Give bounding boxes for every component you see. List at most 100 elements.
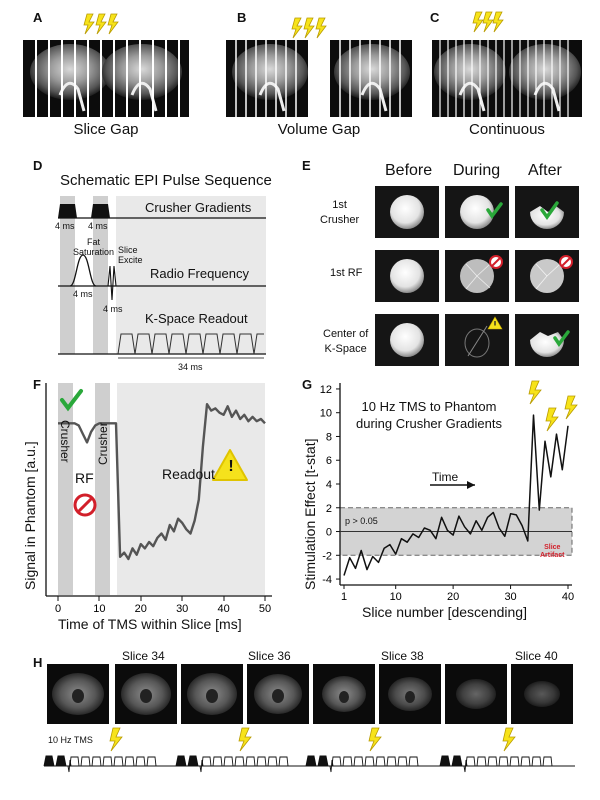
g-ytick-label: 8: [326, 431, 332, 443]
g-ytick-label: 10: [320, 408, 332, 420]
check-icon: [540, 201, 559, 221]
f-xtick-label: 20: [135, 603, 147, 615]
panel-b-image: [226, 40, 412, 117]
rf-pulse: [67, 759, 72, 773]
h-slice-40: Slice 40: [515, 649, 558, 663]
panel-label-d: D: [33, 158, 43, 173]
row-center-kspace: Center of K-Space: [323, 328, 369, 355]
mri-strips-abc: [23, 11, 582, 117]
panel-label-e: E: [302, 158, 311, 173]
rf-pulse: [463, 759, 468, 773]
row-1st-crusher: 1st Crusher: [320, 199, 360, 226]
crusher-pulse: [55, 755, 67, 767]
panel-a-lightning-icon: [83, 13, 119, 35]
col-before: Before: [385, 162, 433, 179]
kspace-readout-label: K-Space Readout: [145, 311, 248, 326]
g-artifact-label: Slice Artifact: [540, 544, 565, 559]
panel-label-a: A: [33, 10, 43, 25]
h-tms-label: 10 Hz TMS: [48, 735, 93, 745]
f-xlabel: Time of TMS within Slice [ms]: [58, 616, 242, 632]
f-rf-label: RF: [75, 470, 94, 486]
radio-frequency-label: Radio Frequency: [150, 266, 249, 281]
readout-train: [200, 756, 289, 767]
readout-train: [464, 756, 553, 767]
no-entry-icon: [73, 493, 97, 517]
caption-slice-gap: Slice Gap: [73, 121, 139, 138]
f-xtick-label: 0: [55, 603, 61, 615]
caption-continuous: Continuous: [469, 121, 545, 138]
panel-c-image: [432, 40, 582, 117]
g-xtick-label: 20: [447, 591, 459, 603]
g-xtick-label: 40: [562, 591, 574, 603]
excite-duration: 4 ms: [103, 304, 123, 314]
fat-saturation-label: Fat Saturation: [73, 237, 115, 257]
lightning-icon: [528, 380, 578, 432]
g-xtick-label: 10: [390, 591, 402, 603]
crusher-pulse: [175, 755, 187, 767]
f-warning-mark: !: [228, 458, 234, 475]
no-entry-icon: [559, 255, 573, 269]
pulse-sequence-title: Schematic EPI Pulse Sequence: [60, 172, 272, 189]
caption-volume-gap: Volume Gap: [277, 121, 361, 138]
panel-label-c: C: [430, 10, 440, 25]
warning-icon: [487, 316, 503, 330]
slice-excite-label: Slice Excite: [118, 245, 143, 265]
crusher-pulse: [43, 755, 55, 767]
lightning-icon: [109, 727, 516, 752]
panel-label-f: F: [33, 377, 41, 392]
h-slice-38: Slice 38: [381, 649, 424, 663]
g-title: 10 Hz TMS to Phantom during Crusher Gradi…: [356, 399, 502, 431]
readout-train: [68, 756, 157, 767]
f-xtick-label: 50: [259, 603, 271, 615]
g-pval-label: p > 0.05: [345, 516, 378, 526]
panel-label-g: G: [302, 377, 313, 392]
rf-pulse: [329, 759, 334, 773]
g-xlabel: Slice number [descending]: [362, 604, 527, 620]
f-readout-label: Readout: [162, 466, 215, 482]
g-ytick-label: 6: [326, 455, 332, 467]
crusher2-duration: 4 ms: [88, 221, 108, 231]
row-1st-rf: 1st RF: [330, 267, 363, 279]
g-ytick-label: 2: [326, 503, 332, 515]
g-ytick-label: 0: [326, 527, 332, 539]
g-ytick-label: -4: [322, 574, 332, 586]
panel-label-h: H: [33, 655, 43, 670]
f-xtick-label: 40: [217, 603, 229, 615]
crusher-pulse: [305, 755, 317, 767]
f-xtick-label: 10: [93, 603, 105, 615]
crusher-pulse: [451, 755, 463, 767]
panel-b-lightning-icon: [291, 17, 327, 39]
crusher-pulse: [317, 755, 329, 767]
fatsat-duration: 4 ms: [73, 289, 93, 299]
col-after: After: [528, 162, 562, 179]
readout-duration: 34 ms: [178, 362, 203, 372]
warning-icon: [212, 449, 248, 481]
g-time-label: Time: [432, 470, 459, 484]
g-ytick-label: -2: [322, 550, 332, 562]
crusher-gradients-label: Crusher Gradients: [145, 200, 252, 215]
panel-c-lightning-icon: [472, 11, 504, 33]
panel-label-b: B: [237, 10, 247, 25]
crusher1-duration: 4 ms: [55, 221, 75, 231]
crusher-pulse: [187, 755, 199, 767]
rf-pulse: [199, 759, 204, 773]
check-icon: [553, 330, 570, 348]
check-icon: [486, 202, 503, 220]
no-entry-icon: [489, 255, 503, 269]
f-xtick-label: 30: [176, 603, 188, 615]
f-signal-line: [58, 403, 266, 561]
panel-a-image: [23, 40, 189, 117]
g-ytick-label: 12: [320, 384, 332, 396]
h-slice-34: Slice 34: [122, 649, 165, 663]
col-during: During: [453, 162, 501, 179]
readout-train: [330, 756, 419, 767]
h-slice-36: Slice 36: [248, 649, 291, 663]
check-icon: [60, 389, 83, 412]
g-tstat-line: [343, 414, 569, 576]
